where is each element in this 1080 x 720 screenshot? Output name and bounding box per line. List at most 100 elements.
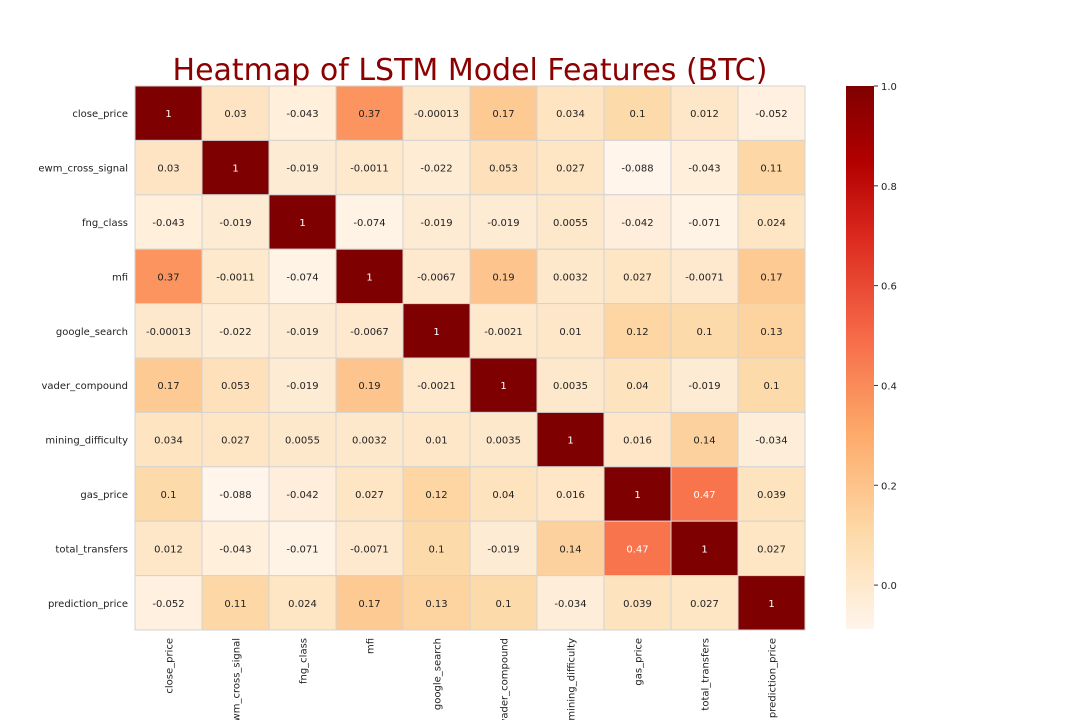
colorbar-gradient (846, 86, 874, 629)
cell-value-label: 1 (567, 436, 573, 447)
cell-value-label: -0.043 (688, 164, 720, 175)
column-tick-label: total_transfers (701, 638, 712, 711)
row-tick-label: google_search (56, 327, 128, 338)
cell-value-label: -0.034 (554, 599, 586, 610)
heatmap-cell (603, 194, 672, 250)
heatmap-cell (603, 520, 672, 577)
heatmap-cell (737, 575, 806, 631)
cell-value-label: 0.14 (559, 544, 581, 555)
cell-value-label: 0.034 (556, 109, 585, 120)
heatmap-cell (670, 303, 739, 359)
cell-value-label: -0.0011 (216, 272, 255, 283)
cell-value-label: 0.17 (358, 599, 380, 610)
cell-value-label: -0.071 (688, 218, 720, 229)
column-tick-label: close_price (165, 638, 176, 694)
cell-value-label: 0.13 (760, 327, 782, 338)
cell-value-label: -0.019 (487, 544, 519, 555)
heatmap-cell (603, 411, 672, 468)
heatmap-cell (402, 520, 471, 577)
cell-value-label: 0.47 (693, 490, 715, 501)
row-tick-label: close_price (72, 109, 128, 120)
heatmap-cell (536, 520, 605, 577)
cell-value-label: 0.0035 (553, 381, 588, 392)
cell-value-label: 0.13 (425, 599, 447, 610)
heatmap-cell (201, 466, 270, 522)
heatmap-cell (134, 357, 203, 413)
cell-value-label: -0.043 (219, 544, 251, 555)
cell-value-label: -0.0067 (350, 327, 389, 338)
heatmap-cell (469, 139, 538, 196)
heatmap-cell (402, 575, 471, 631)
cell-value-label: 0.17 (157, 381, 179, 392)
heatmap-cell (402, 357, 471, 413)
heatmap-cell (402, 194, 471, 250)
heatmap-cell (402, 466, 471, 522)
heatmap-cell (536, 194, 605, 250)
cell-value-label: -0.074 (286, 272, 318, 283)
heatmap-cell (134, 248, 203, 305)
heatmap-cell (402, 303, 471, 359)
cell-value-label: 0.039 (757, 490, 786, 501)
heatmap-cell (737, 520, 806, 577)
colorbar-tick-label: 0.8 (881, 182, 897, 193)
cell-value-label: 0.0055 (553, 218, 588, 229)
cell-value-label: 0.034 (154, 436, 183, 447)
heatmap-cell (603, 139, 672, 196)
row-tick-label: vader_compound (41, 381, 128, 392)
cell-value-label: -0.052 (755, 109, 787, 120)
column-tick-label: prediction_price (768, 638, 779, 718)
heatmap-cell (201, 520, 270, 577)
heatmap-cell (603, 85, 672, 141)
cell-value-label: -0.019 (286, 327, 318, 338)
cell-value-label: 0.1 (161, 490, 177, 501)
cell-value-label: -0.043 (152, 218, 184, 229)
column-tick-label: google_search (433, 638, 444, 710)
heatmap-cell (536, 575, 605, 631)
heatmap-cell (201, 139, 270, 196)
heatmap-cell (670, 357, 739, 413)
cell-value-label: 1 (232, 164, 238, 175)
cell-value-label: 0.11 (224, 599, 246, 610)
heatmap-cell (335, 575, 404, 631)
heatmap-cell (536, 139, 605, 196)
cell-value-label: 1 (433, 327, 439, 338)
heatmap-cell (469, 303, 538, 359)
heatmap-cell (737, 248, 806, 305)
row-tick-label: prediction_price (48, 599, 128, 610)
cell-value-label: 0.1 (630, 109, 646, 120)
chart-title: Heatmap of LSTM Model Features (BTC) (173, 53, 768, 88)
cell-value-label: -0.019 (420, 218, 452, 229)
cell-value-label: 0.14 (693, 436, 715, 447)
cell-value-label: 0.19 (358, 381, 380, 392)
row-tick-label: mfi (112, 272, 128, 283)
cell-value-label: 1 (634, 490, 640, 501)
cell-value-label: 0.04 (492, 490, 514, 501)
heatmap-cell (469, 357, 538, 413)
heatmap-cell (268, 85, 337, 141)
heatmap-cell (201, 194, 270, 250)
heatmap-cell (670, 139, 739, 196)
cell-value-label: -0.042 (286, 490, 318, 501)
row-tick-label: gas_price (80, 490, 128, 501)
heatmap-cell (670, 194, 739, 250)
colorbar-tick-label: 0.2 (881, 481, 897, 492)
cell-value-label: 0.024 (288, 599, 317, 610)
cell-value-label: 0.1 (496, 599, 512, 610)
heatmap-cell (134, 85, 203, 141)
heatmap-cell (737, 194, 806, 250)
heatmap-cell (201, 303, 270, 359)
heatmap-cell (670, 248, 739, 305)
heatmap-cell (670, 575, 739, 631)
heatmap-cell (737, 466, 806, 522)
cell-value-label: 1 (768, 599, 774, 610)
cell-value-label: 1 (366, 272, 372, 283)
cell-value-label: 0.0055 (285, 436, 320, 447)
cell-value-label: 0.47 (626, 544, 648, 555)
cell-value-label: 0.027 (556, 164, 585, 175)
cell-value-label: 0.053 (489, 164, 518, 175)
heatmap-cell (268, 357, 337, 413)
column-tick-label: ewm_cross_signal (232, 638, 243, 720)
cell-value-label: -0.088 (621, 164, 653, 175)
cell-value-label: 0.016 (623, 436, 652, 447)
cell-value-label: 0.027 (623, 272, 652, 283)
